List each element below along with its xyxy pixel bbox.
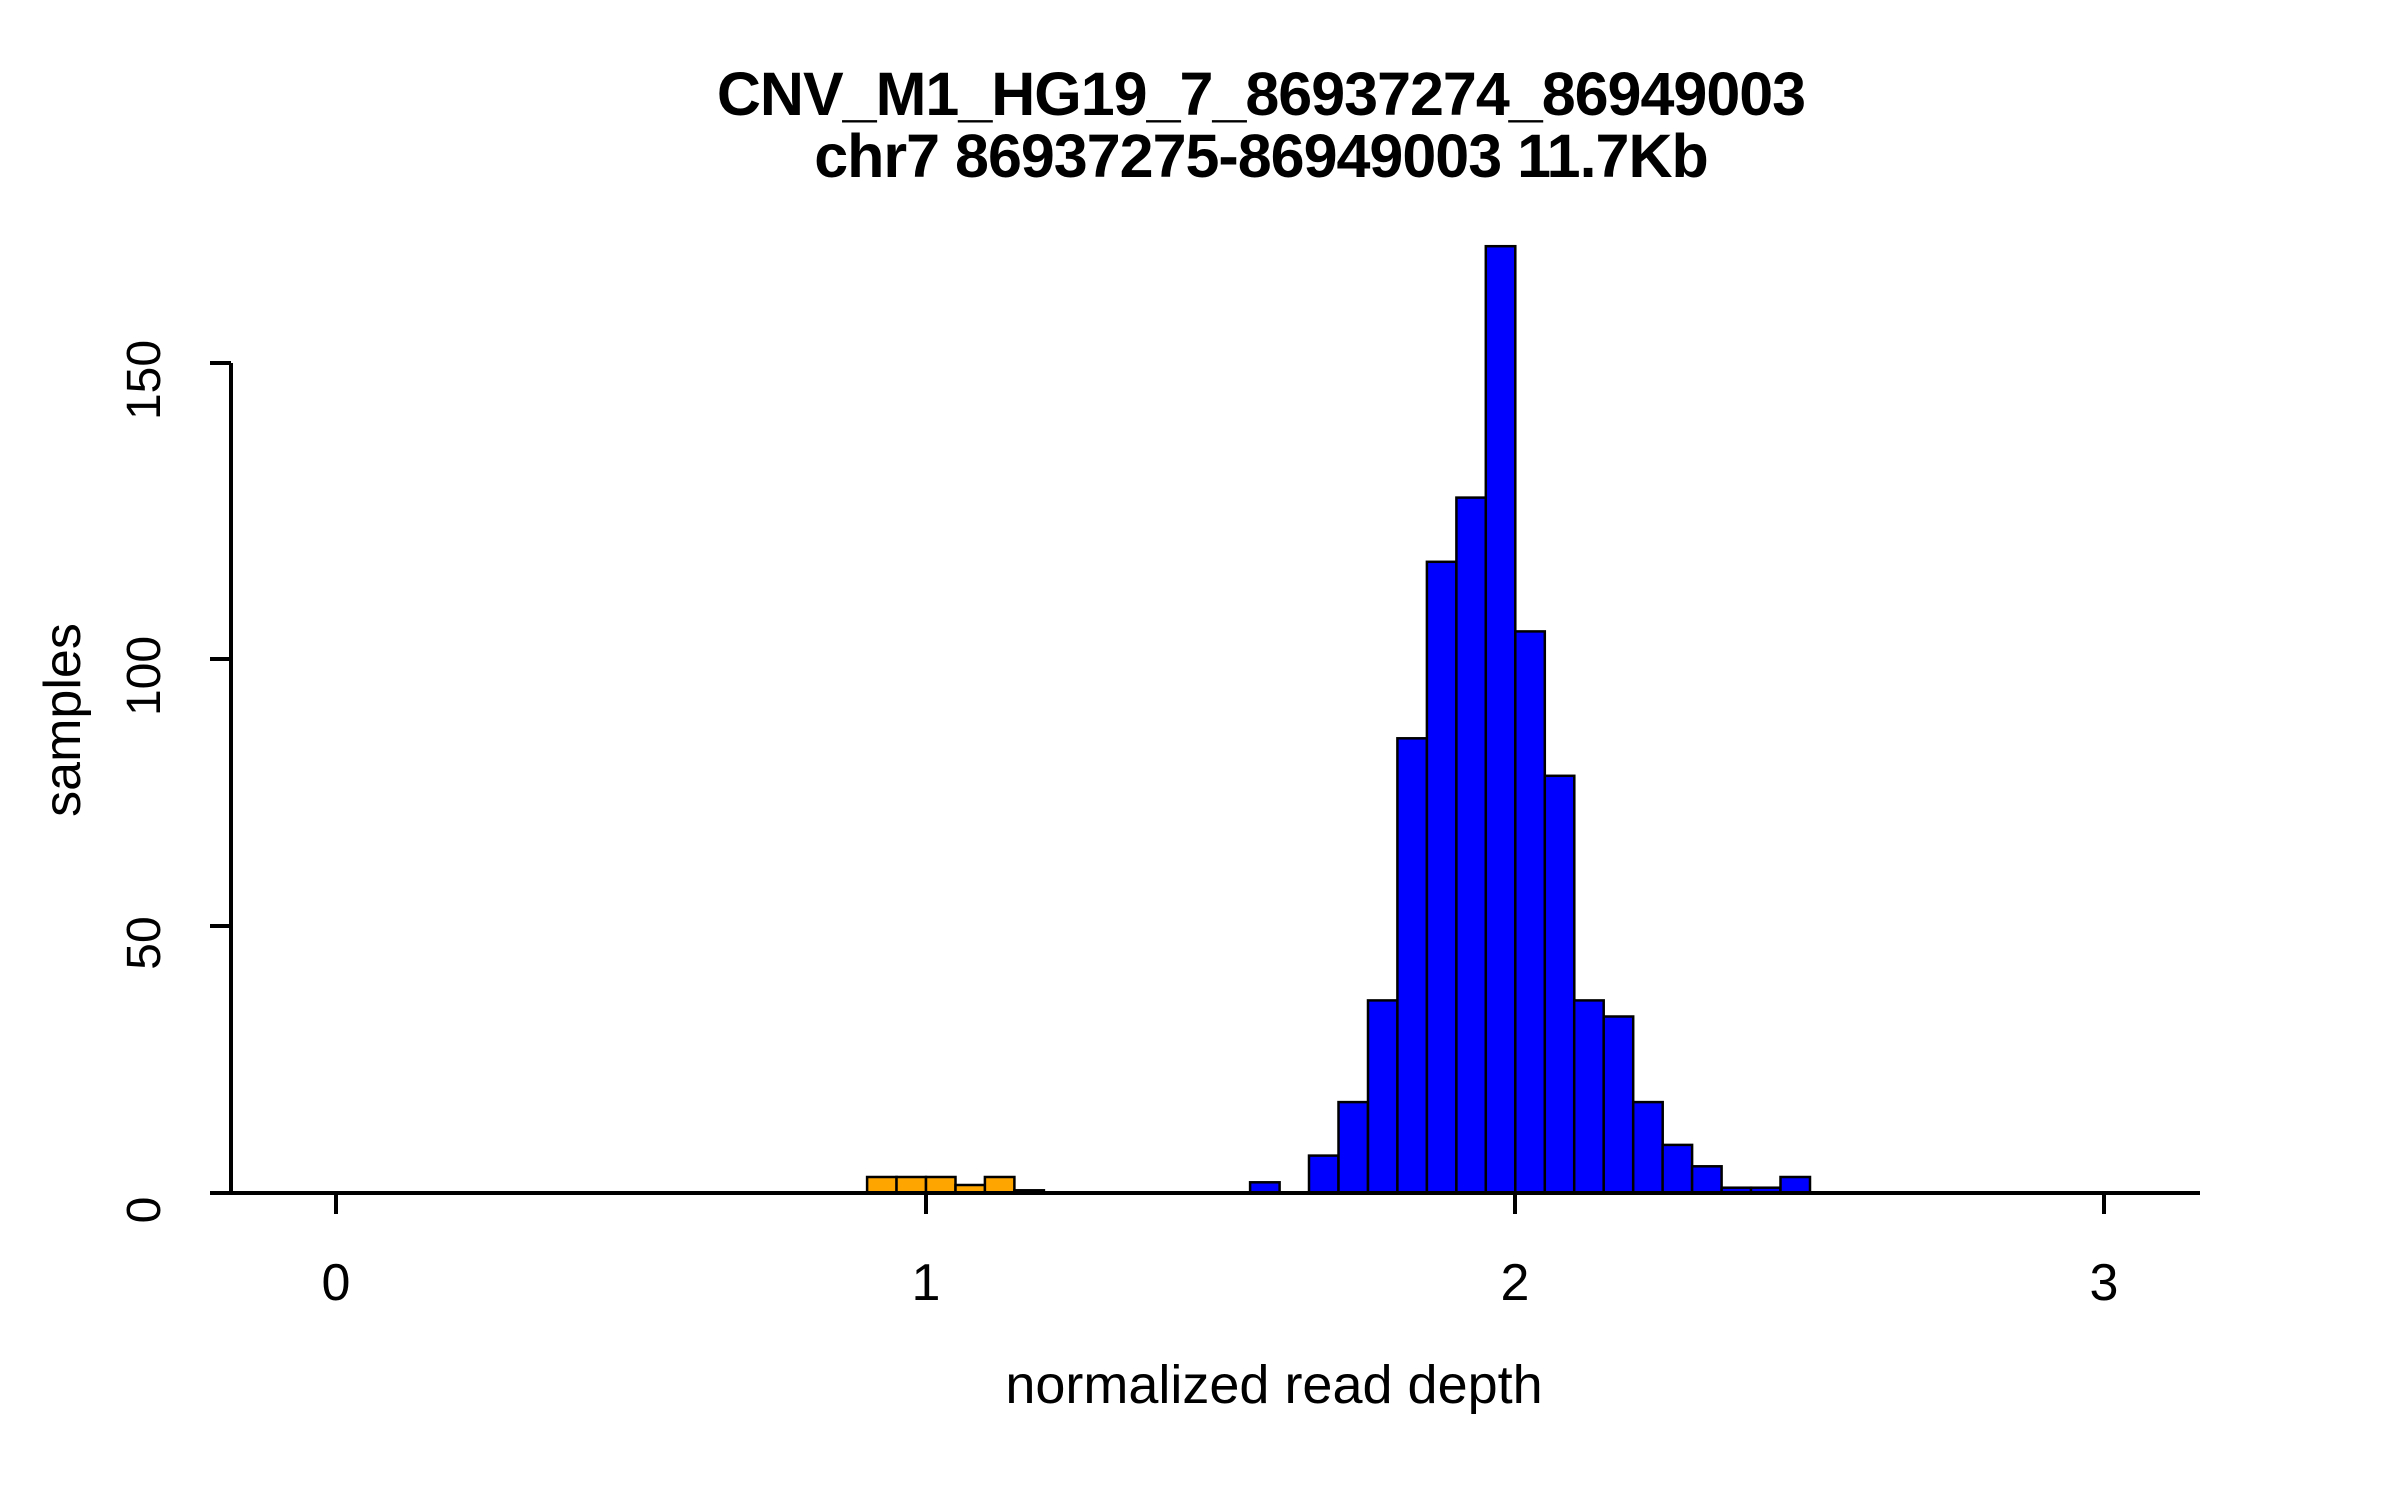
svg-text:0: 0 — [118, 1197, 171, 1224]
svg-text:2: 2 — [1501, 1254, 1530, 1312]
svg-text:100: 100 — [118, 636, 171, 716]
svg-text:0: 0 — [322, 1254, 351, 1312]
svg-text:3: 3 — [2090, 1254, 2119, 1312]
svg-text:1: 1 — [912, 1254, 941, 1312]
svg-text:samples: samples — [34, 623, 92, 817]
svg-text:150: 150 — [118, 340, 171, 420]
svg-text:chr7 86937275-86949003 11.7Kb: chr7 86937275-86949003 11.7Kb — [814, 122, 1708, 190]
svg-text:50: 50 — [118, 916, 171, 969]
svg-text:normalized read depth: normalized read depth — [1005, 1355, 1542, 1415]
svg-text:CNV_M1_HG19_7_86937274_8694900: CNV_M1_HG19_7_86937274_86949003 — [717, 60, 1805, 128]
